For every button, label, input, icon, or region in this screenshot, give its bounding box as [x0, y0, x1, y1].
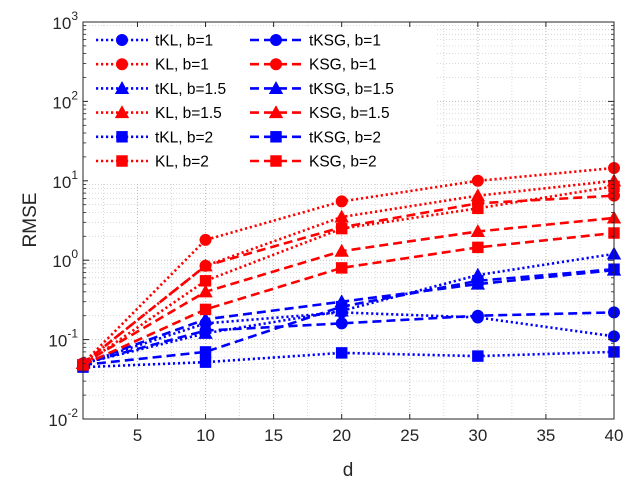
y-tick-label: 10-1: [48, 327, 78, 351]
legend-entry: KSG, b=1: [250, 57, 377, 74]
x-tick-label: 15: [264, 426, 283, 445]
x-tick-label: 20: [332, 426, 351, 445]
square-marker: [116, 155, 128, 167]
square-marker: [199, 356, 212, 368]
series-line: [82, 231, 615, 367]
series-line: [82, 311, 615, 365]
square-marker: [270, 155, 282, 167]
y-tick-label-base: 10: [52, 93, 71, 112]
y-tick-label-base: 10: [48, 332, 67, 351]
y-tick-label-exponent: 3: [71, 9, 78, 23]
legend-label: tKSG, b=2: [309, 129, 381, 146]
y-tick-label: 100: [52, 247, 78, 271]
legend-entry: tKSG, b=1.5: [250, 81, 394, 98]
x-tick-label: 30: [468, 426, 487, 445]
y-tick-label: 102: [52, 88, 78, 112]
triangle-marker: [198, 311, 213, 325]
square-marker: [199, 303, 212, 316]
legend-label: tKL, b=1.5: [155, 81, 226, 98]
circle-marker: [270, 58, 282, 71]
circle-marker: [335, 317, 348, 330]
triangle-marker: [198, 284, 213, 298]
legend-label: KL, b=1: [155, 57, 209, 74]
axes-frame: [82, 21, 615, 420]
triangle-marker: [268, 81, 284, 94]
square-marker: [199, 346, 212, 358]
x-tick-label: 40: [605, 426, 624, 445]
legend-entry: tKL, b=1: [96, 33, 213, 50]
circle-marker: [116, 58, 128, 71]
circle-marker: [335, 221, 348, 234]
series-line: [82, 252, 615, 365]
legend-label: tKSG, b=1: [309, 33, 381, 50]
square-marker: [335, 347, 348, 359]
y-tick-label-exponent: -2: [67, 406, 78, 420]
legend-entry: KL, b=1.5: [96, 105, 222, 122]
y-tick-label-exponent: 0: [71, 247, 78, 261]
triangle-marker: [334, 243, 349, 257]
square-marker: [335, 300, 348, 313]
legend-entry: KSG, b=1.5: [250, 105, 390, 122]
circle-marker: [199, 259, 212, 272]
legend-entry: KL, b=2: [96, 154, 209, 171]
legend-label: KL, b=1.5: [155, 105, 222, 122]
circle-marker: [116, 34, 128, 46]
y-tick-label-base: 10: [52, 252, 71, 271]
y-tick-label-base: 10: [48, 411, 67, 430]
legend-label: tKSG, b=1.5: [309, 81, 394, 98]
x-axis-label: d: [343, 460, 354, 481]
y-tick-label-base: 10: [52, 173, 71, 192]
x-tick-label: 10: [196, 426, 215, 445]
circle-marker: [471, 309, 484, 322]
legend-entry: KSG, b=2: [250, 154, 377, 171]
legend-label: KSG, b=2: [309, 154, 377, 171]
triangle-marker: [114, 81, 130, 94]
square-marker: [472, 350, 484, 362]
y-tick-label-base: 10: [52, 14, 71, 33]
legend-label: KSG, b=1.5: [309, 105, 390, 122]
square-marker: [335, 262, 348, 274]
legend-entry: KL, b=1: [96, 57, 209, 74]
legend-label: tKL, b=2: [155, 129, 213, 146]
square-marker: [270, 131, 282, 143]
legend-box: [88, 27, 435, 182]
square-marker: [472, 241, 484, 254]
y-tick-label: 10-2: [48, 406, 78, 430]
circle-marker: [199, 233, 212, 246]
legend-entry: tKL, b=1.5: [96, 81, 226, 98]
legend-label: KSG, b=1: [309, 57, 377, 74]
y-tick-label: 101: [52, 168, 78, 192]
y-tick-label: 103: [52, 9, 78, 33]
series-line: [82, 350, 615, 369]
circle-marker: [270, 34, 282, 46]
triangle-marker: [268, 105, 284, 119]
x-tick-label: 35: [536, 426, 555, 445]
square-marker: [116, 131, 128, 143]
y-tick-label-exponent: 1: [71, 168, 78, 182]
y-axis-label: RMSE: [20, 193, 41, 248]
x-tick-label: 25: [400, 426, 419, 445]
square-marker: [472, 275, 484, 287]
legend-entry: tKL, b=2: [96, 129, 213, 146]
legend: tKL, b=1 KL, b=1 tKL, b=1.5 KL, b=1.5 tKL, b…: [88, 27, 435, 182]
legend-label: tKL, b=1: [155, 33, 213, 50]
circle-marker: [335, 195, 348, 208]
x-tick-label: 5: [133, 426, 142, 445]
circle-marker: [471, 174, 484, 187]
y-tick-label-exponent: 2: [71, 88, 78, 102]
y-tick-label-exponent: -1: [67, 327, 78, 341]
legend-entry: tKSG, b=1: [250, 33, 381, 50]
axis-ticks: [83, 21, 615, 420]
legend-label: KL, b=2: [155, 154, 209, 171]
circle-marker: [471, 197, 484, 210]
x-tick-labels: 5 10 15 20 25 30 35 40: [133, 426, 624, 445]
legend-entry: tKSG, b=2: [250, 129, 381, 146]
circle-marker: [199, 324, 212, 337]
triangle-marker: [470, 224, 486, 238]
triangle-marker: [114, 105, 130, 119]
